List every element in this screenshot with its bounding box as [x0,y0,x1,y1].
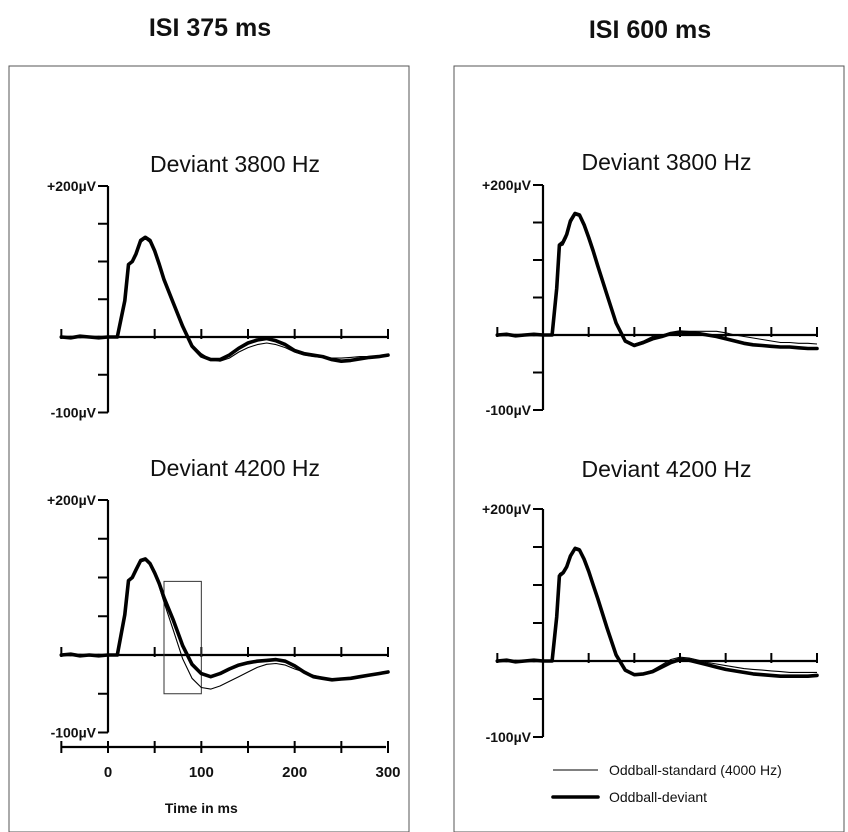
chart-title: Deviant 3800 Hz [581,149,751,175]
chart-isi600-deviant4200: Deviant 4200 Hz +200µV -100µV [482,456,819,745]
chart-isi375-deviant3800: Deviant 3800 Hz +200µV -100µV [47,151,390,421]
y-tick-label-plus: +200µV [482,501,532,517]
chart-isi375-deviant4200: Deviant 4200 Hz +200µV -100µV 0 100 200 300 Tim… [47,455,400,816]
y-tick-label-plus: +200µV [482,177,532,193]
chart-title: Deviant 3800 Hz [150,151,320,177]
x-axis-label: Time in ms [165,800,238,816]
x-tick-label: 100 [189,764,214,781]
series-line-deviant [495,211,819,351]
column-title-isi-375: ISI 375 ms [149,14,271,42]
series-line-standard [61,238,389,362]
x-tick-label: 200 [282,764,307,781]
x-tick-label: 300 [375,764,400,781]
chart-title: Deviant 4200 Hz [150,455,320,481]
chart-isi600-deviant3800: Deviant 3800 Hz +200µV -100µV [482,149,819,418]
y-tick-label-plus: +200µV [47,178,97,194]
y-tick-label-plus: +200µV [47,492,97,508]
legend-label-deviant: Oddball-deviant [609,789,707,805]
y-tick-label-minus: -100µV [486,402,532,418]
y-tick-label-minus: -100µV [486,729,532,745]
series-line-deviant [59,557,390,682]
series-line-standard [497,546,817,676]
highlight-box [163,580,202,695]
x-tick-label: 0 [104,764,112,781]
column-title-isi-600: ISI 600 ms [589,16,711,44]
legend-label-standard: Oddball-standard (4000 Hz) [609,762,782,778]
series-line-deviant [59,235,390,363]
legend: Oddball-standard (4000 Hz) Oddball-devia… [551,762,782,805]
y-tick-label-minus: -100µV [51,725,97,741]
series-line-standard [497,214,818,345]
y-tick-label-minus: -100µV [51,405,97,421]
left-column-frame [8,65,410,832]
series-line-deviant [495,546,819,678]
right-column-frame [453,65,845,832]
chart-title: Deviant 4200 Hz [581,456,751,482]
